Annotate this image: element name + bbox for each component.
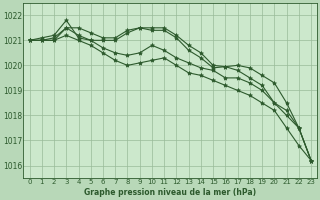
X-axis label: Graphe pression niveau de la mer (hPa): Graphe pression niveau de la mer (hPa): [84, 188, 256, 197]
